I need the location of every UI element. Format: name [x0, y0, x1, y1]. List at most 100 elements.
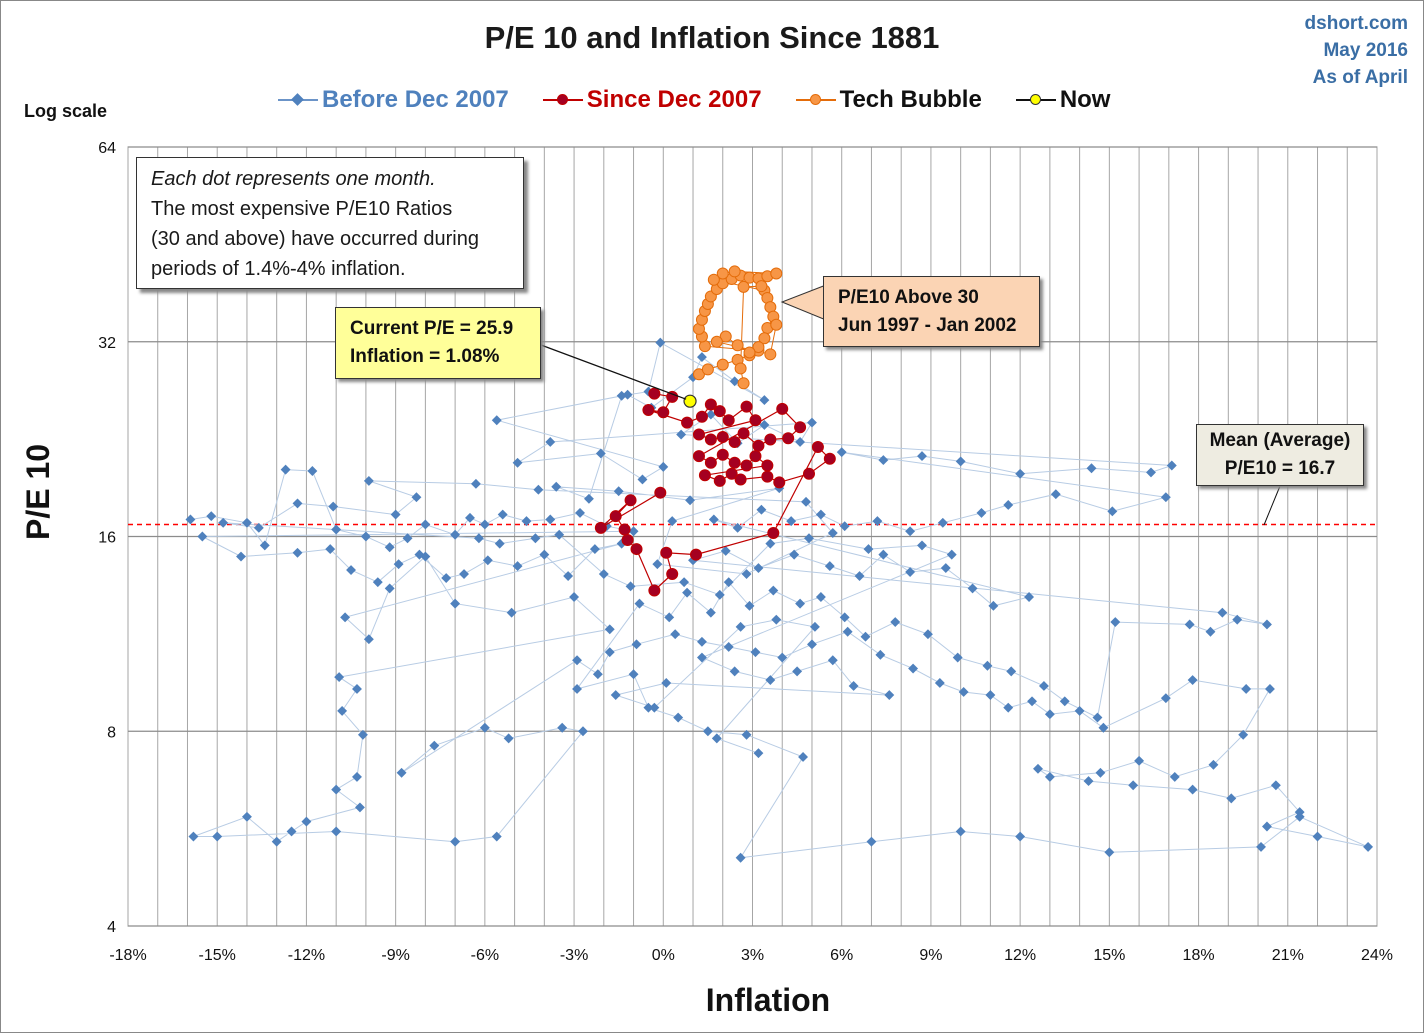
point-before [340, 612, 351, 623]
x-tick-label: 15% [1093, 947, 1125, 964]
point-before [1092, 712, 1103, 723]
point-before [259, 540, 270, 551]
point-before [1294, 811, 1305, 822]
point-before [616, 390, 627, 401]
source-date: May 2016 [1323, 40, 1408, 61]
point-before [771, 614, 782, 625]
x-tick-label: 18% [1183, 947, 1215, 964]
point-before [545, 514, 556, 525]
point-before [357, 729, 368, 740]
point-before [1363, 841, 1374, 852]
x-tick-label: -18% [109, 947, 146, 964]
legend-label-now: Now [1059, 86, 1111, 113]
point-before [804, 533, 814, 544]
point-before [628, 669, 639, 680]
point-before [1187, 784, 1198, 795]
point-before [450, 598, 461, 609]
point-before [759, 419, 770, 430]
point-before [384, 542, 395, 553]
point-since [713, 474, 726, 487]
point-before [610, 690, 621, 701]
source-info: dshort.com May 2016 As of April [1305, 10, 1408, 91]
point-before [598, 569, 609, 579]
point-before [661, 678, 672, 688]
point-before [1104, 847, 1115, 858]
point-before [604, 624, 615, 635]
point-before [441, 573, 452, 584]
point-before [497, 509, 508, 520]
point-before [848, 680, 859, 691]
legend-label-tech-bubble: Tech Bubble [839, 86, 982, 113]
point-before [512, 457, 523, 468]
point-before [1083, 776, 1094, 787]
point-before [479, 722, 490, 733]
series-before-line [190, 341, 1369, 859]
point-before [1264, 683, 1275, 694]
x-tick-label: -15% [199, 947, 236, 964]
point-before [554, 529, 565, 540]
point-since [749, 450, 762, 463]
point-before [280, 464, 291, 475]
x-tick-label: -6% [471, 947, 499, 964]
point-before [807, 639, 817, 650]
point-before [682, 587, 693, 598]
y-axis-label: P/E 10 [20, 443, 56, 540]
point-before [1187, 675, 1198, 685]
point-tech-bubble [737, 377, 750, 390]
point-now [683, 394, 697, 408]
point-before [355, 802, 365, 813]
point-tech-bubble [716, 267, 729, 280]
point-before [866, 836, 877, 847]
point-before [711, 733, 722, 744]
point-before [1003, 702, 1014, 713]
point-before [583, 493, 594, 504]
point-since [692, 428, 705, 441]
current-inflation-line: Inflation = 1.08% [350, 346, 500, 367]
x-tick-label: -3% [560, 947, 588, 964]
explanation-note: Each dot represents one month. The most … [136, 157, 524, 289]
x-tick-label: 3% [741, 947, 764, 964]
chart-title: P/E 10 and Inflation Since 1881 [484, 20, 940, 55]
bubble-callout-line-2: Jun 1997 - Jan 2002 [838, 315, 1017, 336]
point-before [720, 545, 731, 556]
point-before [878, 549, 889, 560]
point-since [642, 403, 655, 416]
mean-callout-line-2: P/E10 = 16.7 [1224, 458, 1336, 479]
point-before [411, 492, 422, 503]
point-since [737, 427, 750, 440]
point-before [753, 748, 764, 759]
point-before [1232, 614, 1243, 625]
point-since [657, 406, 670, 419]
point-tech-bubble [764, 348, 777, 361]
point-before [940, 563, 951, 574]
point-before [188, 831, 199, 842]
point-before [530, 533, 541, 544]
point-before [884, 690, 895, 701]
point-before [569, 592, 580, 602]
point-before [976, 507, 987, 518]
point-before [1312, 831, 1323, 842]
point-before [292, 498, 303, 509]
point-since [782, 432, 795, 445]
point-before [708, 514, 719, 525]
point-before [735, 621, 746, 632]
point-before [390, 509, 401, 520]
point-since [698, 469, 711, 482]
point-before [917, 451, 927, 462]
log-scale-note: Log scale [24, 101, 108, 121]
point-before [551, 481, 562, 492]
point-before [512, 561, 523, 572]
point-before [1262, 619, 1272, 630]
point-before [363, 475, 374, 486]
point-before [723, 641, 734, 652]
point-since [648, 584, 661, 597]
point-before [988, 600, 999, 611]
point-before [789, 549, 800, 560]
point-before [676, 429, 687, 440]
y-tick-label: 32 [98, 335, 116, 352]
point-before [589, 544, 600, 555]
point-before [1038, 680, 1049, 691]
point-before [465, 512, 475, 523]
point-before [732, 522, 743, 533]
